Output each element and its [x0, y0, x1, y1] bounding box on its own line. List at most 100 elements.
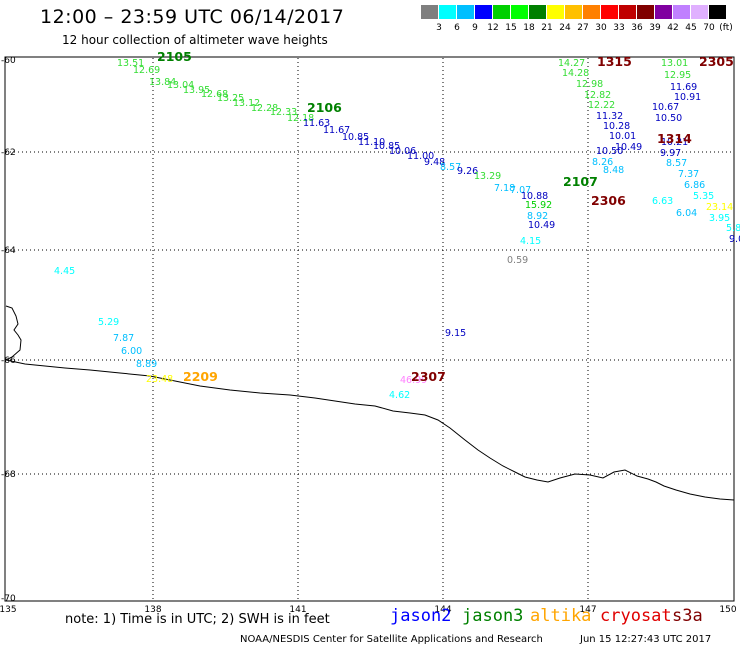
credit-line: NOAA/NESDIS Center for Satellite Applica…: [240, 634, 543, 645]
legend-tick-label: 30: [595, 23, 607, 33]
wave-height-value: 12.98: [576, 79, 603, 90]
wave-height-value: 7.37: [678, 169, 699, 180]
legend-swatch: [691, 5, 708, 19]
wave-height-value: 14.28: [562, 68, 589, 79]
legend-swatch: [619, 5, 636, 19]
generated-timestamp: Jun 15 12:27:43 UTC 2017: [580, 634, 712, 645]
wave-height-value: 3.95: [709, 213, 730, 224]
latitude-tick-label: -68: [1, 470, 16, 480]
wave-height-value: 12.69: [133, 65, 160, 76]
wave-height-value: 12.82: [584, 90, 611, 101]
wave-height-value: 6.86: [684, 180, 705, 191]
legend-tick-label: 33: [613, 23, 625, 33]
wave-height-value: 5.29: [98, 317, 119, 328]
wave-height-value: 12.33: [270, 107, 297, 118]
legend-swatch: [673, 5, 690, 19]
wave-height-value: 9.15: [445, 328, 466, 339]
wave-height-value: 13.12: [233, 98, 260, 109]
wave-height-value: 11.67: [323, 125, 350, 136]
wave-height-value: 5.35: [693, 191, 714, 202]
wave-height-value: 7.18: [494, 183, 515, 194]
wave-height-value: 10.85: [373, 141, 400, 152]
wave-height-value: 12.22: [588, 100, 615, 111]
wave-height-value: 13.25: [217, 93, 244, 104]
legend-tick-label: 45: [685, 23, 697, 33]
wave-height-value: 10.28: [603, 121, 630, 132]
legend-tick-label: 21: [541, 23, 553, 33]
latitude-tick-label: -64: [1, 246, 16, 256]
legend-swatch: [439, 5, 456, 19]
wave-height-value: 6.00: [121, 346, 142, 357]
legend-swatch: [637, 5, 654, 19]
legend-tick-label: 6: [454, 23, 460, 33]
wave-height-value: 11.00: [407, 151, 434, 162]
wave-height-value: 9.26: [457, 166, 478, 177]
satellite-altika: altika: [530, 606, 592, 626]
legend-swatch: [457, 5, 474, 19]
legend-swatch: [583, 5, 600, 19]
wave-height-value: 13.04: [167, 80, 194, 91]
antarctic-coastline: [5, 305, 735, 501]
wave-height-value: 10.85: [342, 132, 369, 143]
wave-height-value: 8.26: [592, 157, 613, 168]
track-time-label: 2107: [563, 174, 598, 189]
wave-height-value: 12.28: [251, 103, 278, 114]
wave-height-value: 10.50: [655, 113, 682, 124]
wave-height-value: 9.01: [729, 234, 740, 245]
legend-swatch: [421, 5, 438, 19]
wave-height-value: 13.84: [149, 77, 176, 88]
legend-tick-label: 9: [472, 23, 478, 33]
map-subtitle: 12 hour collection of altimeter wave hei…: [62, 33, 328, 47]
longitude-tick-label: 150: [719, 605, 736, 615]
legend-tick-label: 39: [649, 23, 661, 33]
wave-height-labels: 13.5112.6913.8413.0413.9512.6813.2513.12…: [54, 58, 740, 401]
legend-tick-label: 27: [577, 23, 589, 33]
legend-unit: (ft): [719, 23, 733, 33]
track-time-label: 1314: [657, 131, 692, 146]
wave-height-value: 11.69: [670, 82, 697, 93]
latitude-tick-label: -62: [1, 148, 16, 158]
wave-height-value: 10.06: [389, 146, 416, 157]
wave-height-value: 5.87: [726, 223, 740, 234]
wave-height-value: 7.07: [510, 185, 531, 196]
wave-height-value: 4.15: [520, 236, 541, 247]
legend-swatch: [529, 5, 546, 19]
legend-tick-label: 24: [559, 23, 571, 33]
wave-height-value: 13.95: [183, 85, 210, 96]
wave-height-value: 13.01: [661, 58, 688, 69]
latitude-tick-label: -60: [1, 56, 16, 66]
track-labels: 2105 2106 2107 1315 2305 1314 2306 2209 2307: [157, 49, 734, 384]
legend-tick-label: 3: [436, 23, 442, 33]
satellite-cryosat: cryosat: [600, 606, 672, 626]
wave-height-value: 8.57: [666, 158, 687, 169]
wave-height-value: 23.48: [146, 374, 173, 385]
track-time-label: 2305: [699, 54, 734, 69]
wave-height-value: 8.57: [440, 162, 461, 173]
wave-height-value: 9.48: [424, 157, 445, 168]
wave-height-value: 12.95: [664, 70, 691, 81]
wave-height-value: 14.27: [558, 58, 585, 69]
legend-swatch: [601, 5, 618, 19]
legend-swatch: [655, 5, 672, 19]
wave-height-value: 10.67: [652, 102, 679, 113]
axis-tick-labels: 135 138 141 144 147 150 -60 -62 -64 -66 -68 -70: [0, 56, 737, 615]
wave-height-value: 23.14: [706, 202, 733, 213]
latitude-tick-label: -66: [1, 356, 16, 366]
wave-height-value: 11.32: [596, 111, 623, 122]
longitude-tick-label: 141: [289, 605, 306, 615]
track-time-label: 2106: [307, 100, 342, 115]
legend-tick-label: 18: [523, 23, 535, 33]
longitude-tick-label: 138: [144, 605, 161, 615]
longitude-tick-label: 144: [434, 605, 451, 615]
wave-height-value: 10.91: [674, 92, 701, 103]
wave-height-value: 10.50: [596, 146, 623, 157]
wave-height-value: 6.63: [652, 196, 673, 207]
track-time-label: 2307: [411, 369, 446, 384]
wave-height-value: 9.97: [660, 148, 681, 159]
wave-height-value: 13.51: [117, 58, 144, 69]
legend-swatch: [709, 5, 726, 19]
legend-swatch: [511, 5, 528, 19]
wave-height-value: 6.04: [676, 208, 697, 219]
legend-swatch: [493, 5, 510, 19]
plot-frame: [4, 56, 735, 602]
